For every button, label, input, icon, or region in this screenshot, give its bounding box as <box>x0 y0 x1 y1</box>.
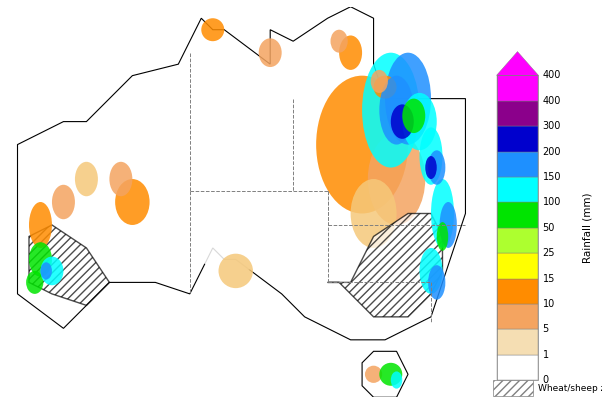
Ellipse shape <box>350 179 397 248</box>
Ellipse shape <box>362 53 420 168</box>
Ellipse shape <box>26 271 43 294</box>
Ellipse shape <box>368 133 425 225</box>
Text: 1: 1 <box>542 350 548 360</box>
Text: 100: 100 <box>542 197 561 207</box>
FancyBboxPatch shape <box>497 304 538 329</box>
Text: 15: 15 <box>542 274 555 284</box>
Ellipse shape <box>428 265 445 300</box>
Ellipse shape <box>420 127 442 185</box>
Polygon shape <box>497 52 538 75</box>
Text: 400: 400 <box>542 96 561 106</box>
Polygon shape <box>327 213 442 317</box>
Ellipse shape <box>385 53 431 145</box>
FancyBboxPatch shape <box>497 75 538 101</box>
Text: 25: 25 <box>542 248 555 258</box>
FancyBboxPatch shape <box>497 202 538 228</box>
Ellipse shape <box>379 76 414 145</box>
Ellipse shape <box>402 99 425 133</box>
FancyBboxPatch shape <box>497 329 538 355</box>
Ellipse shape <box>428 150 445 185</box>
Ellipse shape <box>425 156 436 179</box>
Ellipse shape <box>115 179 149 225</box>
Ellipse shape <box>52 185 75 219</box>
Ellipse shape <box>365 366 382 383</box>
Ellipse shape <box>402 93 436 150</box>
Text: 10: 10 <box>542 299 555 309</box>
Polygon shape <box>17 7 465 340</box>
FancyBboxPatch shape <box>497 253 538 278</box>
Ellipse shape <box>379 363 402 386</box>
Ellipse shape <box>391 104 414 139</box>
FancyBboxPatch shape <box>497 177 538 202</box>
Ellipse shape <box>29 242 52 277</box>
Text: 0: 0 <box>542 375 548 385</box>
Ellipse shape <box>75 162 98 196</box>
Ellipse shape <box>330 30 348 53</box>
Ellipse shape <box>420 248 442 294</box>
Ellipse shape <box>40 257 63 285</box>
Text: Rainfall (mm): Rainfall (mm) <box>583 192 592 263</box>
Polygon shape <box>29 225 110 305</box>
Text: 200: 200 <box>542 147 561 156</box>
Text: 150: 150 <box>542 172 561 182</box>
Text: 50: 50 <box>542 223 555 233</box>
Ellipse shape <box>431 179 454 248</box>
FancyBboxPatch shape <box>497 126 538 152</box>
Text: Wheat/sheep zone: Wheat/sheep zone <box>538 383 602 393</box>
Ellipse shape <box>29 202 52 248</box>
Ellipse shape <box>339 36 362 70</box>
Ellipse shape <box>259 38 282 67</box>
Ellipse shape <box>374 76 397 99</box>
FancyBboxPatch shape <box>497 228 538 253</box>
Ellipse shape <box>201 18 225 41</box>
Ellipse shape <box>316 76 408 213</box>
FancyBboxPatch shape <box>497 355 538 380</box>
Text: 5: 5 <box>542 324 549 335</box>
Ellipse shape <box>439 202 457 248</box>
FancyBboxPatch shape <box>497 152 538 177</box>
Ellipse shape <box>219 254 253 288</box>
Ellipse shape <box>40 262 52 280</box>
Ellipse shape <box>155 87 316 271</box>
Ellipse shape <box>371 70 388 93</box>
FancyBboxPatch shape <box>497 278 538 304</box>
Ellipse shape <box>391 371 402 389</box>
Text: 300: 300 <box>542 121 561 131</box>
Ellipse shape <box>436 222 448 251</box>
Polygon shape <box>362 351 408 397</box>
FancyBboxPatch shape <box>497 101 538 126</box>
FancyBboxPatch shape <box>494 380 533 396</box>
Text: 400: 400 <box>542 70 561 80</box>
Ellipse shape <box>110 162 132 196</box>
